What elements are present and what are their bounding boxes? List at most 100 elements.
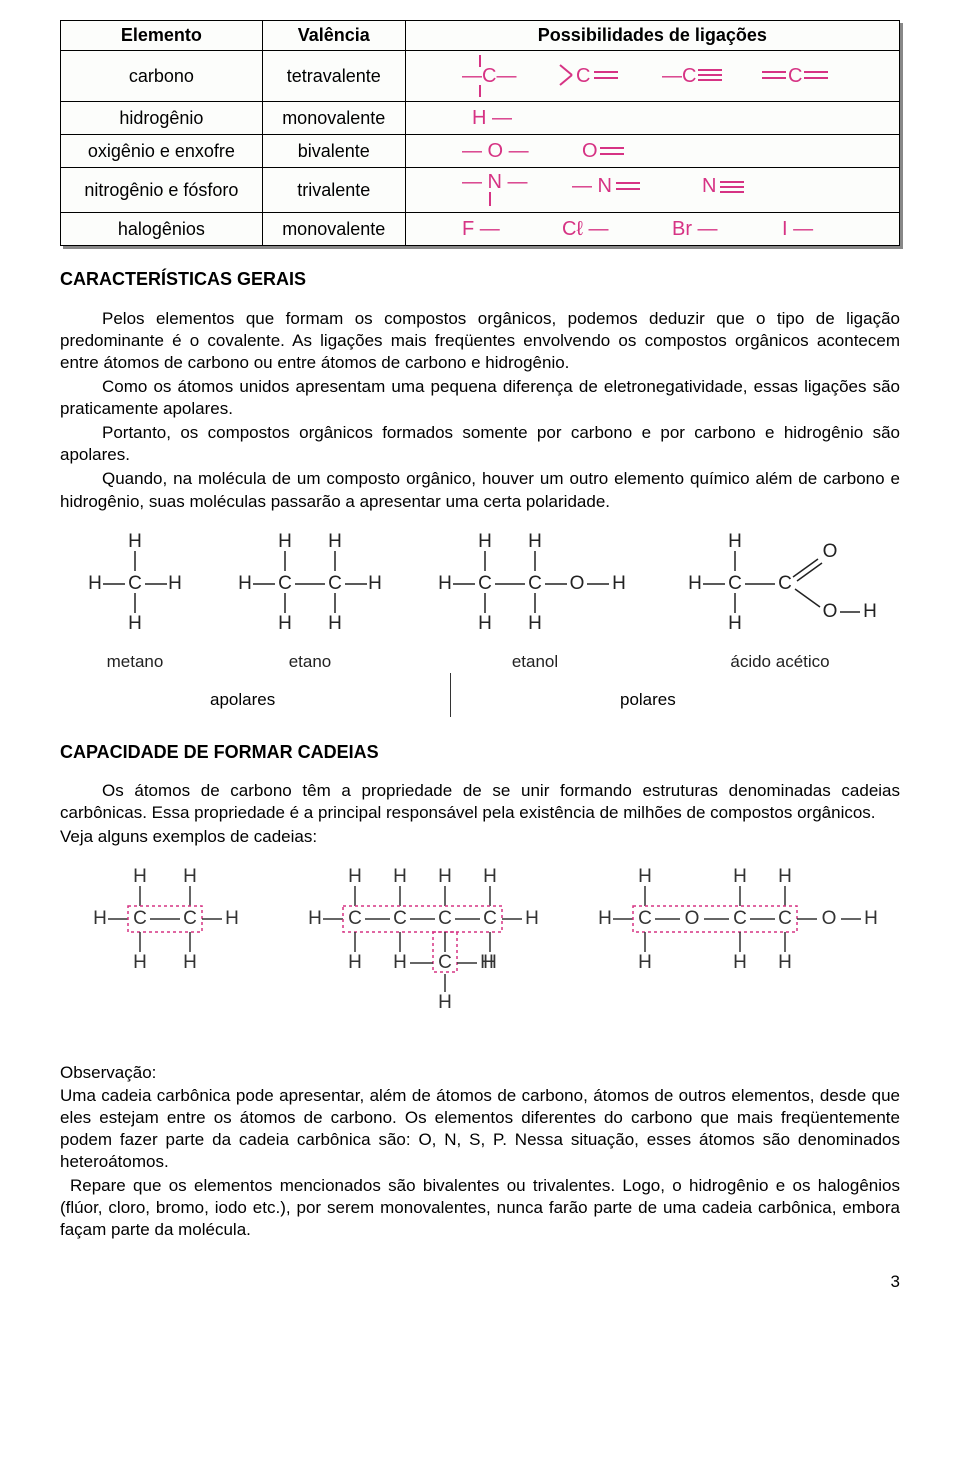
svg-text:C: C [483,908,497,929]
svg-text:H: H [128,531,142,552]
polarity-right: polares [620,689,676,711]
table-row: carbono tetravalente —C— C [61,51,900,102]
svg-text:H: H [483,866,497,887]
svg-text:H: H [612,573,626,594]
svg-text:H: H [133,952,147,973]
svg-text:H: H [528,531,542,552]
svg-text:H: H [368,573,382,594]
svg-text:Br —: Br — [672,218,718,240]
svg-text:H: H [688,573,702,594]
chain3-svg: HHH H C O C C O H HHH [590,866,890,996]
page-number: 3 [60,1271,900,1293]
svg-text:C: C [328,573,342,594]
section1-p3: Portanto, os compostos orgânicos formado… [60,422,900,466]
svg-text:H: H [728,613,742,634]
svg-text:H: H [438,573,452,594]
svg-text:I —: I — [782,218,813,240]
cell-valencia: monovalente [262,102,405,135]
nitrogen-bonds-svg: — N — — N N [442,170,862,210]
molecule-etanol: HH H C C O H HH etanol [420,531,650,673]
th-elemento: Elemento [61,21,263,51]
svg-text:H: H [393,952,407,973]
molecules-row: H H C H H metano H H H C C [60,531,900,673]
svg-text:H: H [278,613,292,634]
svg-text:O: O [570,573,585,594]
svg-text:H: H [128,613,142,634]
svg-text:C: C [528,573,542,594]
chain1-svg: HH H C C H HH [70,866,270,996]
svg-text:—C: —C [662,65,696,87]
svg-text:O: O [822,908,837,929]
svg-text:H: H [598,908,612,929]
svg-text:H: H [93,908,107,929]
svg-text:O: O [823,541,838,562]
svg-text:H: H [863,601,877,622]
svg-text:H: H [778,866,792,887]
table-row: nitrogênio e fósforo trivalente — N — — … [61,168,900,213]
cell-bonds-nitrogenio: — N — — N N [405,168,899,213]
svg-text:H: H [438,992,452,1013]
oxygen-bonds-svg: — O — O [442,137,862,165]
svg-text:C: C [393,908,407,929]
section2-title: CAPACIDADE DE FORMAR CADEIAS [60,741,900,764]
chain2-svg: HHHH H C C C C H HH C H [290,866,570,1036]
cell-elemento: nitrogênio e fósforo [61,168,263,213]
svg-text:H: H [278,531,292,552]
svg-text:C: C [788,65,802,87]
svg-text:H: H [480,952,494,973]
svg-text:H: H [308,908,322,929]
svg-text:O: O [685,908,700,929]
svg-text:H: H [478,531,492,552]
mol-label-etanol: etanol [420,651,650,673]
section2-p2: Veja alguns exemplos de cadeias: [60,826,900,848]
svg-text:—C—: —C— [462,65,516,87]
table-header-row: Elemento Valência Possibilidades de liga… [61,21,900,51]
th-valencia: Valência [262,21,405,51]
polarity-left: apolares [210,689,275,711]
svg-text:H: H [638,952,652,973]
cell-elemento: halogênios [61,213,263,246]
svg-text:H: H [638,866,652,887]
svg-text:C: C [133,908,147,929]
acido-acetico-svg: H H C C O O H H [670,531,890,641]
svg-text:— N —: — N — [462,171,528,193]
observation-label: Observação: [60,1062,900,1084]
chain-row: H H H C C H H H H H H H H C [60,866,900,1036]
svg-text:C: C [778,908,792,929]
cell-elemento: oxigênio e enxofre [61,135,263,168]
svg-text:C: C [576,65,590,87]
section1-title: CARACTERÍSTICAS GERAIS [60,268,900,291]
svg-text:C: C [348,908,362,929]
halogen-bonds-svg: F — Cℓ — Br — I — [442,215,862,243]
svg-text:N: N [702,175,716,197]
svg-text:C: C [438,908,452,929]
cell-elemento: carbono [61,51,263,102]
cell-valencia: trivalente [262,168,405,213]
polarity-divider [450,673,451,717]
svg-text:H: H [393,866,407,887]
svg-text:C: C [638,908,652,929]
svg-text:O: O [823,601,838,622]
svg-text:C: C [128,573,142,594]
svg-text:H: H [733,952,747,973]
svg-text:H: H [528,613,542,634]
table-row: hidrogênio monovalente H — [61,102,900,135]
etanol-svg: HH H C C O H HH [420,531,650,641]
svg-text:H: H [225,908,239,929]
svg-text:H: H [133,866,147,887]
svg-text:H: H [238,573,252,594]
section2-p1: Os átomos de carbono têm a propriedade d… [60,780,900,824]
svg-text:C: C [733,908,747,929]
table-row: halogênios monovalente F — Cℓ — Br — I — [61,213,900,246]
cell-bonds-oxigenio: — O — O [405,135,899,168]
cell-bonds-carbono: —C— C —C [405,51,899,102]
cell-bonds-halogenios: F — Cℓ — Br — I — [405,213,899,246]
svg-text:C: C [438,952,452,973]
mol-label-metano: metano [70,651,200,673]
carbon-bonds-svg: —C— C —C [442,53,862,99]
molecule-acido-acetico: H H C C O O H H ácido acético [670,531,890,673]
molecule-metano: H H C H H metano [70,531,200,673]
mol-label-acido: ácido acético [670,651,890,673]
cell-valencia: monovalente [262,213,405,246]
svg-text:— O —: — O — [462,140,529,162]
